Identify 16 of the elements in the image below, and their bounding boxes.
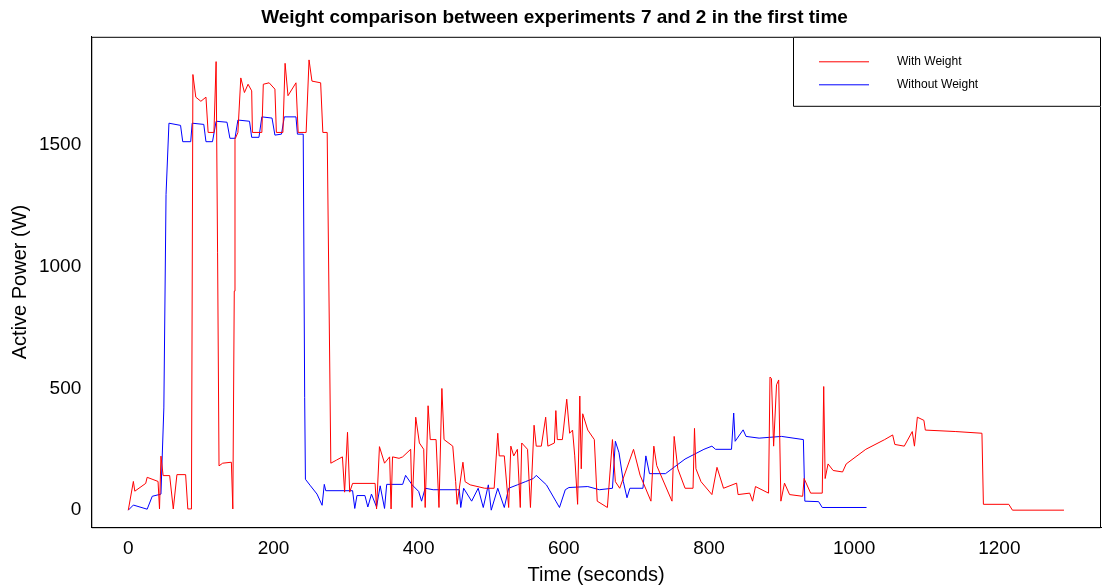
x-tick-label: 1000 <box>833 536 876 558</box>
x-tick-label: 400 <box>402 536 435 558</box>
y-tick-label: 0 <box>70 498 82 520</box>
x-tick-label: 800 <box>693 536 725 558</box>
chart-title: Weight comparison between experiments 7 and 2 in the first time <box>261 5 848 27</box>
y-axis-title: Active Power (W) <box>7 204 30 360</box>
x-axis-title: Time (seconds) <box>527 562 665 585</box>
x-tick-label: 200 <box>257 536 290 558</box>
y-tick-label: 1500 <box>38 133 82 155</box>
legend-label: With Weight <box>897 54 963 69</box>
x-tick-label: 0 <box>123 536 134 558</box>
legend-label: Without Weight <box>897 77 979 92</box>
y-tick-label: 500 <box>49 376 82 398</box>
x-tick-label: 1200 <box>978 536 1021 558</box>
y-tick-label: 1000 <box>38 255 82 277</box>
x-tick-label: 600 <box>547 536 580 558</box>
